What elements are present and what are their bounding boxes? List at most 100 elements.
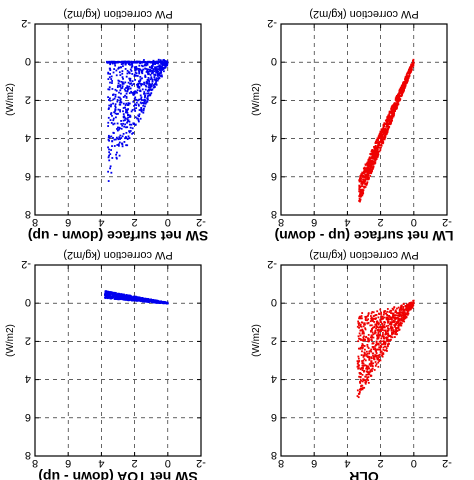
data-point xyxy=(401,84,404,87)
data-point xyxy=(133,92,136,95)
data-point xyxy=(404,312,407,315)
x-tick-label: 6 xyxy=(311,457,317,469)
data-point xyxy=(134,96,137,99)
data-point xyxy=(405,309,408,312)
data-point xyxy=(108,291,110,294)
data-point xyxy=(154,301,157,303)
series-points xyxy=(358,58,415,203)
data-point xyxy=(370,361,373,364)
x-tick-label: 8 xyxy=(32,457,38,469)
data-point xyxy=(373,326,376,329)
data-point xyxy=(367,158,370,161)
data-point xyxy=(369,365,372,367)
data-point xyxy=(146,90,149,92)
data-point xyxy=(117,82,120,85)
y-tick-label: 0 xyxy=(25,296,31,308)
data-point xyxy=(369,374,372,377)
data-point xyxy=(379,319,382,322)
data-point xyxy=(397,306,400,309)
data-point xyxy=(122,110,124,113)
data-point xyxy=(390,116,393,119)
data-point xyxy=(137,85,139,88)
data-point xyxy=(364,319,367,322)
data-point xyxy=(140,83,142,85)
data-point xyxy=(111,145,113,147)
data-point xyxy=(394,325,396,328)
data-point xyxy=(139,80,141,83)
data-point xyxy=(156,61,159,64)
data-point xyxy=(155,71,158,74)
y-tick-label: 0 xyxy=(271,296,277,308)
data-point xyxy=(368,158,371,161)
data-point xyxy=(362,354,365,357)
data-point xyxy=(398,90,401,92)
data-point xyxy=(128,62,131,65)
data-point xyxy=(361,189,364,192)
data-point xyxy=(370,357,373,360)
y-tick-label: 6 xyxy=(271,411,277,423)
data-point xyxy=(390,114,393,117)
data-point xyxy=(365,364,368,367)
data-point xyxy=(364,175,366,178)
data-point xyxy=(144,60,147,63)
data-point xyxy=(135,72,138,75)
data-point xyxy=(384,136,387,139)
data-point xyxy=(377,365,380,368)
data-point xyxy=(376,334,378,337)
data-point xyxy=(111,157,114,159)
data-point xyxy=(125,95,128,98)
data-point xyxy=(387,345,389,348)
data-point xyxy=(397,314,399,317)
data-point xyxy=(362,325,365,328)
data-point xyxy=(161,75,163,78)
data-point xyxy=(118,80,121,83)
data-point xyxy=(367,313,370,315)
data-point xyxy=(158,69,161,71)
data-point xyxy=(375,314,378,316)
data-point xyxy=(121,295,123,298)
data-point xyxy=(126,118,129,121)
data-point xyxy=(151,79,154,81)
data-point xyxy=(112,94,114,96)
data-point xyxy=(371,160,374,163)
data-point xyxy=(134,110,137,112)
data-point xyxy=(135,101,138,104)
data-point xyxy=(390,323,393,326)
data-point xyxy=(144,99,147,102)
data-point xyxy=(381,315,384,318)
data-point xyxy=(122,81,124,84)
data-point xyxy=(408,74,411,77)
data-point xyxy=(112,293,115,296)
data-point xyxy=(370,360,373,363)
data-point xyxy=(366,161,369,164)
x-tick-label: 8 xyxy=(32,216,38,228)
data-point xyxy=(115,89,118,92)
data-point xyxy=(377,343,380,346)
y-tick-label: 4 xyxy=(271,132,277,144)
data-point xyxy=(107,61,109,64)
data-point xyxy=(118,298,120,301)
data-point xyxy=(363,176,366,179)
data-point xyxy=(382,340,385,342)
data-point xyxy=(110,75,113,78)
data-point xyxy=(134,297,137,300)
data-point xyxy=(113,68,116,70)
data-point xyxy=(121,145,124,148)
data-point xyxy=(364,381,367,384)
data-point xyxy=(410,305,413,308)
data-point xyxy=(379,348,382,351)
data-point xyxy=(409,67,412,70)
panel-title: LW net surface (up - down) xyxy=(275,228,454,244)
data-point xyxy=(363,175,366,178)
data-point xyxy=(137,120,140,123)
data-point xyxy=(119,100,122,103)
data-point xyxy=(108,107,110,110)
data-point xyxy=(109,153,112,156)
data-point xyxy=(138,69,140,72)
data-point xyxy=(380,318,383,321)
data-point xyxy=(153,78,156,81)
data-point xyxy=(377,326,380,329)
data-point xyxy=(151,70,154,73)
data-point xyxy=(383,349,386,352)
data-point xyxy=(360,185,363,188)
